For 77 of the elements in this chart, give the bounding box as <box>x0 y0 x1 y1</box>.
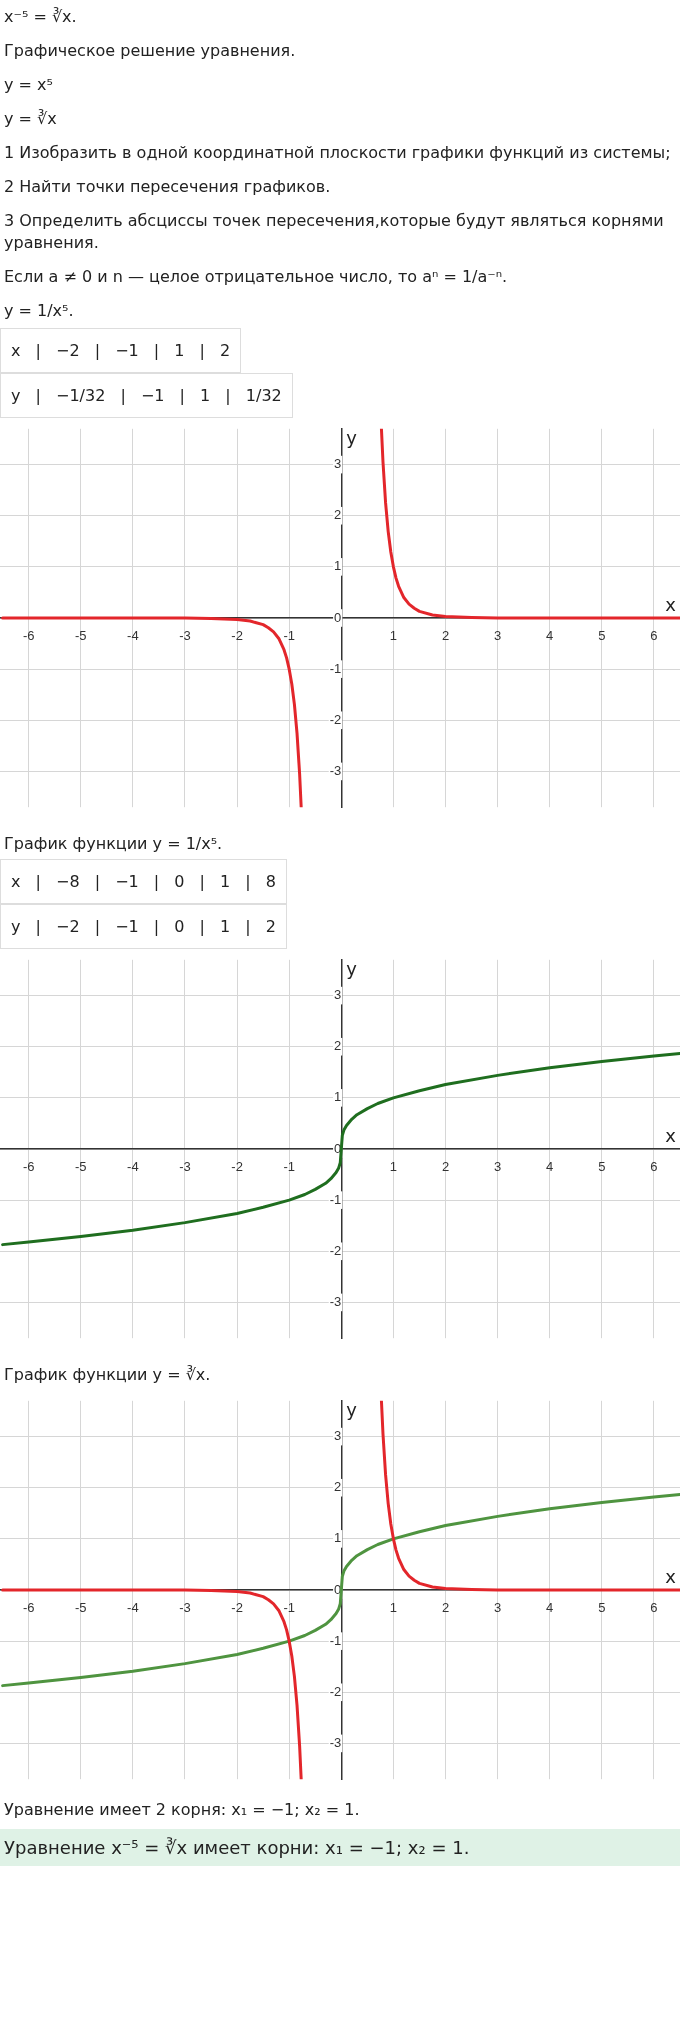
y-tick-label: 0 <box>334 609 342 625</box>
x-tick-label: -5 <box>74 1600 87 1616</box>
x-tick-label: -5 <box>74 628 87 644</box>
text: y | −2 | −1 | 0 | 1 | 2 <box>0 904 287 949</box>
x-tick-label: -3 <box>179 1159 191 1175</box>
x-tick-label: 2 <box>441 1159 450 1175</box>
x-axis-title: x <box>665 593 677 615</box>
x-tick-label: 4 <box>546 1159 554 1175</box>
text: x | −8 | −1 | 0 | 1 | 8 <box>0 859 287 904</box>
x-axis-title: x <box>665 1124 677 1146</box>
x-tick-label: 1 <box>389 1159 398 1175</box>
x-tick-label: 3 <box>494 1159 502 1175</box>
x-tick-label: -6 <box>22 1159 35 1175</box>
text: x | −2 | −1 | 1 | 2 <box>0 328 242 373</box>
y-tick-label: -3 <box>329 762 342 778</box>
x-tick-label: -6 <box>22 1600 35 1616</box>
chart-title: График функции y = ∛x. <box>3 1364 212 1386</box>
text: 2 Найти точки пересечения графиков. <box>3 176 332 198</box>
y-tick-label: -2 <box>329 711 342 727</box>
x-tick-label: -2 <box>231 1159 243 1175</box>
text: 1 Изобразить в одной координатной плоскости графики функций из системы; <box>3 142 672 164</box>
x-tick-label: -6 <box>22 628 35 644</box>
y-tick-label: 1 <box>334 1530 342 1546</box>
x-tick-label: -3 <box>179 628 191 644</box>
y-tick-label: -1 <box>329 1632 342 1648</box>
x-tick-label: 3 <box>494 1600 502 1616</box>
chart-title: График функции y = 1/x⁵. <box>3 833 224 855</box>
text: Уравнение имеет 2 корня: x₁ = −1; x₂ = 1. Уравнение x⁻⁵ = ∛x имеет корни: x₁ = −1; x₂ = 1. <box>3 1799 471 1860</box>
x-tick-label: -1 <box>283 628 295 644</box>
text: 3 Определить абсциссы точек пересечения,которые будут являться корнями уравнения. <box>3 210 665 254</box>
x-tick-label: -4 <box>127 1600 139 1616</box>
x-tick-label: -2 <box>231 628 243 644</box>
x-tick-label: 6 <box>650 628 658 644</box>
x-tick-label: -5 <box>74 1159 87 1175</box>
x-tick-label: 4 <box>546 628 554 644</box>
y-tick-label: 2 <box>334 1038 342 1054</box>
x-tick-label: 1 <box>389 1600 398 1616</box>
y-tick-label: 1 <box>334 1089 342 1105</box>
text: Графическое решение уравнения. <box>3 40 297 62</box>
x-tick-label: -3 <box>179 1600 191 1616</box>
y-tick-label: -2 <box>329 1683 342 1699</box>
x-tick-label: 5 <box>598 628 606 644</box>
x-tick-label: 4 <box>546 1600 554 1616</box>
x-tick-label: -1 <box>283 1600 295 1616</box>
text: Если a ≠ 0 и n — целое отрицательное число, то aⁿ = 1/a⁻ⁿ. <box>3 266 509 288</box>
x-tick-label: 6 <box>650 1159 658 1175</box>
x-tick-label: 5 <box>598 1600 606 1616</box>
x-tick-label: -2 <box>231 1600 243 1616</box>
x-tick-label: -4 <box>127 1159 139 1175</box>
y-tick-label: -2 <box>329 1242 342 1258</box>
y-tick-label: -3 <box>329 1293 342 1309</box>
y-tick-label: 3 <box>334 1428 342 1444</box>
y-tick-label: -1 <box>329 660 342 676</box>
y-axis-title: y <box>346 427 358 449</box>
text: y = 1/x⁵. <box>3 300 75 322</box>
x-tick-label: -1 <box>283 1159 295 1175</box>
text: y | −1/32 | −1 | 1 | 1/32 <box>0 373 293 418</box>
x-tick-label: 3 <box>494 628 502 644</box>
text: y = ∛x <box>3 108 58 130</box>
y-tick-label: 3 <box>334 987 342 1003</box>
text: x⁻⁵ = ∛x. <box>3 6 78 28</box>
x-tick-label: -4 <box>127 628 139 644</box>
x-axis-title: x <box>665 1565 677 1587</box>
y-axis-title: y <box>346 1399 358 1421</box>
x-tick-label: 5 <box>598 1159 606 1175</box>
x-tick-label: 2 <box>441 1600 450 1616</box>
text: y = x⁵ <box>3 74 54 96</box>
x-tick-label: 6 <box>650 1600 658 1616</box>
y-tick-label: 3 <box>334 456 342 472</box>
y-tick-label: 2 <box>334 1479 342 1495</box>
y-tick-label: -1 <box>329 1191 342 1207</box>
y-tick-label: -3 <box>329 1734 342 1750</box>
y-axis-title: y <box>346 958 358 980</box>
y-tick-label: 2 <box>334 507 342 523</box>
y-tick-label: 1 <box>334 558 342 574</box>
x-tick-label: 2 <box>441 628 450 644</box>
x-tick-label: 1 <box>389 628 398 644</box>
